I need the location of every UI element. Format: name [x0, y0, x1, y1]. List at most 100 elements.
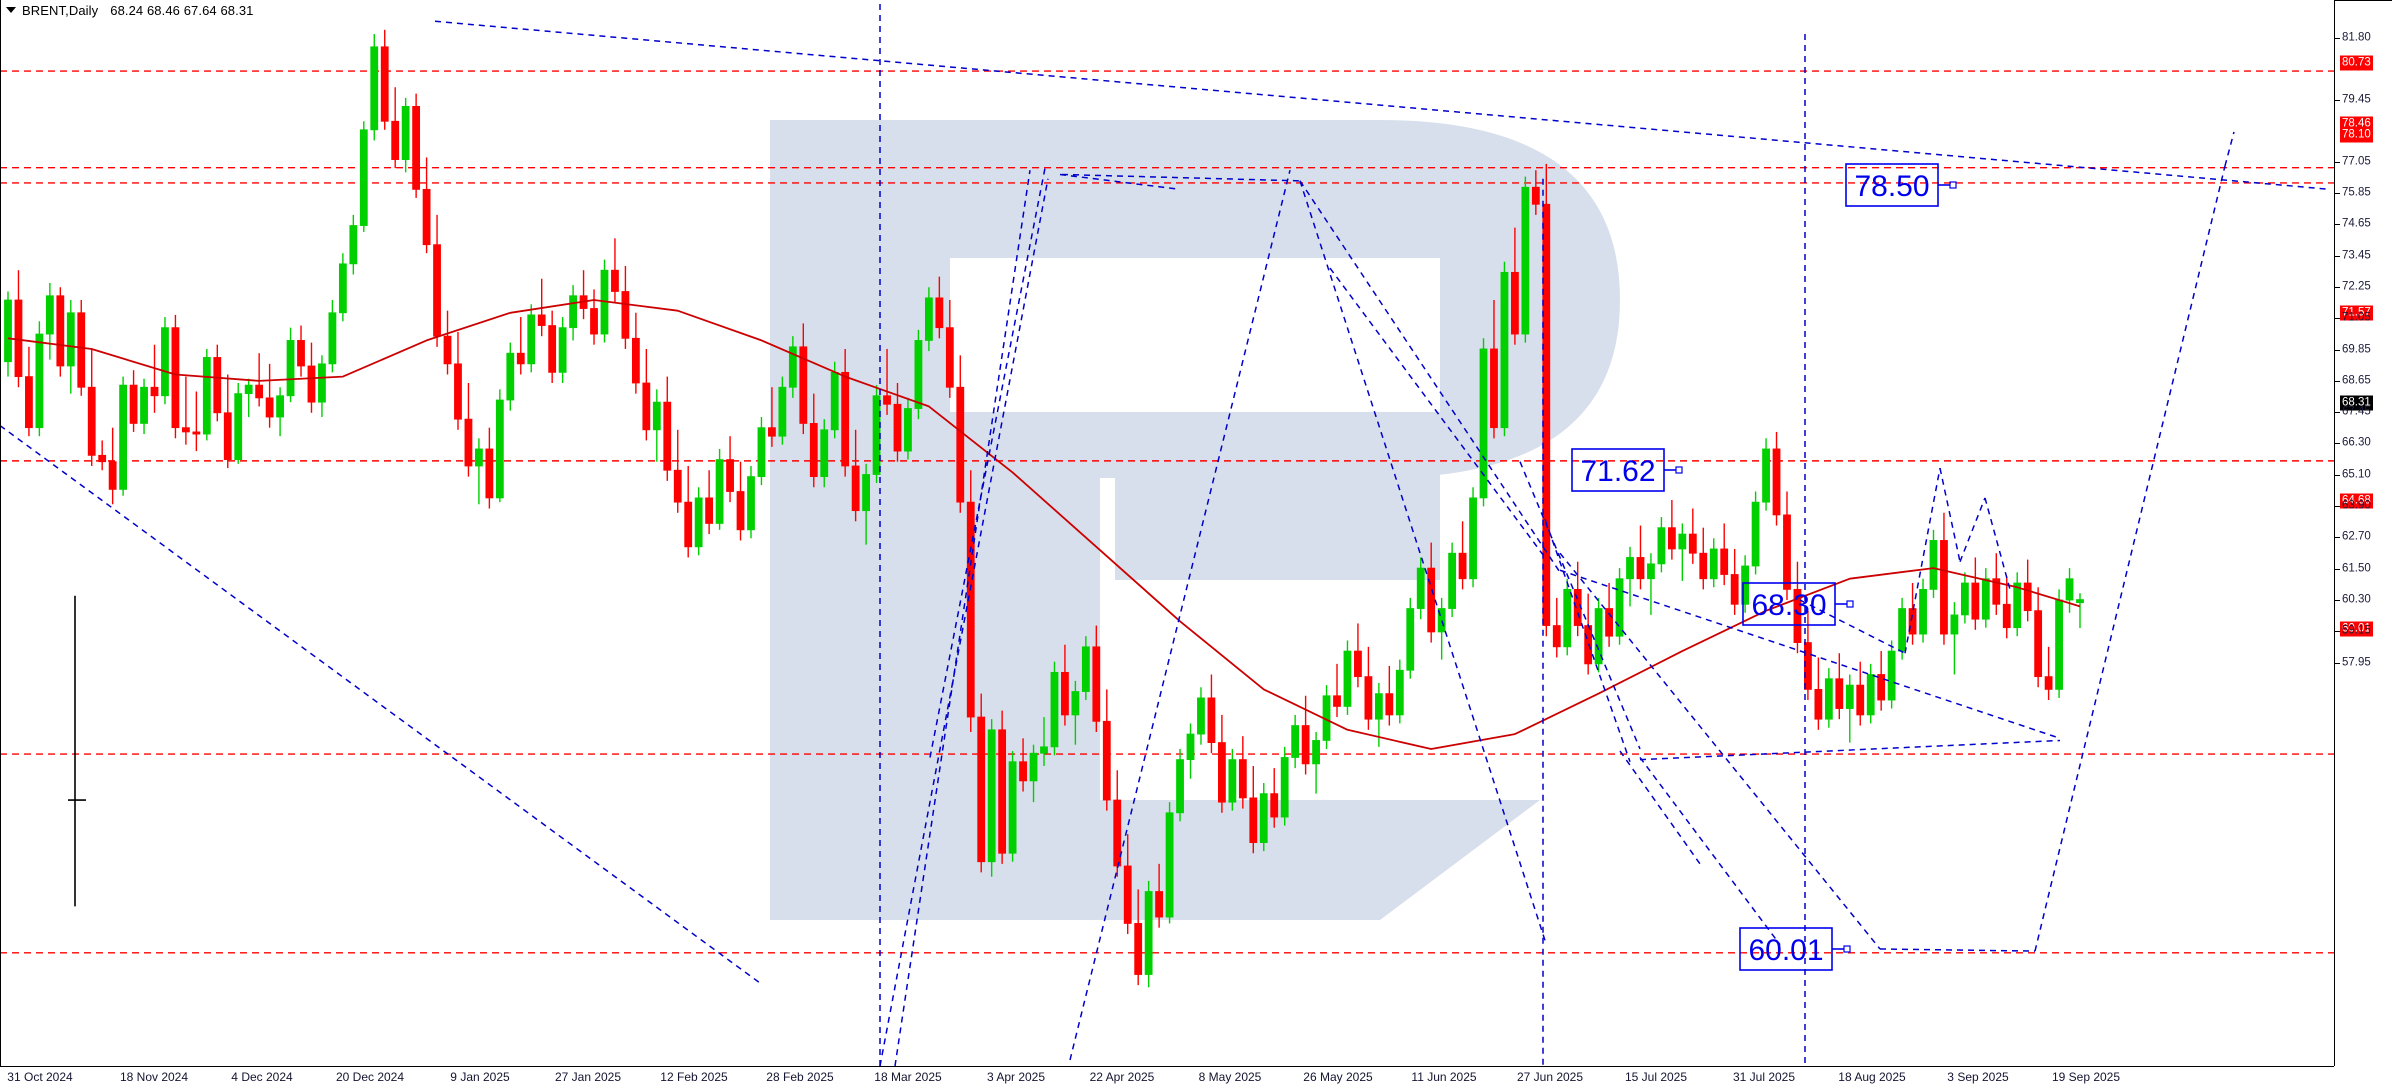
candle-body [1699, 552, 1708, 580]
date-axis-label: 12 Feb 2025 [660, 1070, 728, 1084]
date-axis-label: 28 Feb 2025 [766, 1070, 834, 1084]
annotation-handle[interactable] [1843, 945, 1851, 953]
candle-body [1919, 588, 1927, 635]
candle-body [1856, 684, 1865, 716]
candle-body [694, 497, 703, 548]
chart-plot-area[interactable]: 78.50 71.62 68.30 60.01 [0, 0, 2334, 1066]
price-axis-label: 67.45 [2342, 405, 2371, 418]
candle-body [475, 448, 483, 467]
candle-body [1406, 608, 1415, 671]
candle-body [370, 46, 379, 131]
candle-body [1479, 348, 1488, 499]
candle-body [1029, 752, 1038, 782]
candle-body [726, 459, 734, 492]
candle-body [1301, 725, 1310, 765]
candle-body [956, 386, 965, 503]
price-axis-label: 71.05 [2342, 311, 2371, 324]
candle-body [1908, 608, 1917, 635]
candle-body [150, 386, 159, 397]
trend-rising-impulse [929, 167, 1046, 758]
price-axis-label: 74.65 [2342, 217, 2371, 230]
candle-body [883, 395, 891, 405]
date-axis-label: 8 May 2025 [1198, 1070, 1262, 1084]
candle-body [1040, 746, 1048, 754]
price-axis-tick [2335, 569, 2340, 570]
price-axis-label: 57.95 [2342, 656, 2371, 669]
price-axis-tick [2335, 506, 2340, 507]
price-level-badge[interactable]: 71.57 [2340, 305, 2373, 321]
price-axis-label: 72.25 [2342, 280, 2371, 293]
candle-body [1563, 588, 1572, 648]
annotation-handle[interactable] [1949, 181, 1957, 189]
candle-body [56, 295, 65, 367]
candle-body [558, 327, 567, 373]
chart-header: BRENT,Daily 68.24 68.46 67.64 68.31 [0, 0, 254, 20]
current-price-badge[interactable]: 68.31 [2340, 395, 2373, 411]
candle-body [119, 384, 128, 490]
candle-body [1887, 650, 1896, 701]
candle-body [1155, 891, 1164, 918]
trend-cross-down [1299, 180, 1561, 573]
trend-proj-b [1904, 467, 1941, 654]
candle-body [1071, 691, 1080, 716]
candle-body [830, 371, 839, 431]
candle-body [98, 454, 107, 463]
candle-body [276, 395, 284, 418]
candle-body [987, 729, 996, 863]
candle-body [161, 327, 169, 397]
trend-proj-c [1939, 467, 1961, 562]
candle-body [443, 335, 452, 365]
candle-body [108, 461, 117, 490]
candle-body [1176, 759, 1184, 814]
candle-body [328, 312, 337, 365]
moving-average-line [7, 299, 2081, 750]
candle-body [1688, 533, 1697, 554]
price-level-badge[interactable]: 80.73 [2340, 55, 2373, 71]
candle-body [1845, 684, 1854, 709]
price-axis[interactable]: 81.80 80.73 79.45 78.46 78.10 77.05 75.85 74.65… [2335, 0, 2392, 1066]
candle-body [1542, 203, 1551, 626]
trend-proj-e [1984, 497, 2011, 590]
candle-body [2002, 603, 2011, 629]
chart-frame-top-right [2334, 0, 2392, 1]
candle-body [1678, 533, 1687, 550]
trend-descending-resistance [434, 20, 2331, 191]
candle-body [851, 465, 860, 512]
candle-body [495, 399, 504, 499]
annotation-handle[interactable] [1675, 466, 1683, 474]
candle-body [1228, 759, 1237, 803]
price-level-badge[interactable]: 60.01 [2340, 621, 2373, 637]
ohlc-values: 68.24 68.46 67.64 68.31 [110, 2, 254, 18]
annotation-handle[interactable] [1846, 600, 1854, 608]
candle-body [1207, 697, 1216, 743]
price-axis-label: 69.85 [2342, 343, 2371, 356]
candle-body [1385, 693, 1394, 716]
candle-body [192, 431, 201, 435]
candle-body [1824, 678, 1833, 720]
date-axis-label: 22 Apr 2025 [1089, 1070, 1155, 1084]
price-level-badge[interactable]: 64.68 [2340, 493, 2373, 509]
price-level-badge[interactable]: 78.10 [2340, 127, 2373, 143]
candle-body [223, 412, 232, 460]
candle-body [569, 295, 577, 329]
candle-body [757, 427, 766, 478]
chart-canvas[interactable]: 78.50 71.62 68.30 60.01 [0, 0, 2334, 1066]
chart-frame-left [0, 0, 1, 1066]
trend-fall-3 [1559, 552, 1881, 950]
candle-body [1709, 548, 1718, 580]
candle-body [966, 501, 975, 718]
candle-body [527, 314, 536, 365]
candle-body [1720, 548, 1729, 575]
candle-body [1751, 501, 1760, 567]
trend-rising-long [1069, 170, 1291, 1061]
candle-body [1960, 582, 1969, 616]
triangle-down-icon[interactable] [6, 7, 16, 13]
date-axis[interactable]: 31 Oct 2024 18 Nov 2024 4 Dec 2024 20 Dec 2… [0, 1067, 2334, 1090]
candle-body [129, 384, 138, 424]
candle-body [35, 333, 44, 429]
price-axis-tick [2335, 412, 2340, 413]
symbol-period-label: BRENT,Daily [22, 2, 99, 18]
candle-body [1531, 186, 1540, 205]
price-annotations[interactable]: 78.50 71.62 68.30 60.01 [1571, 163, 1957, 971]
candle-body [1186, 733, 1195, 761]
